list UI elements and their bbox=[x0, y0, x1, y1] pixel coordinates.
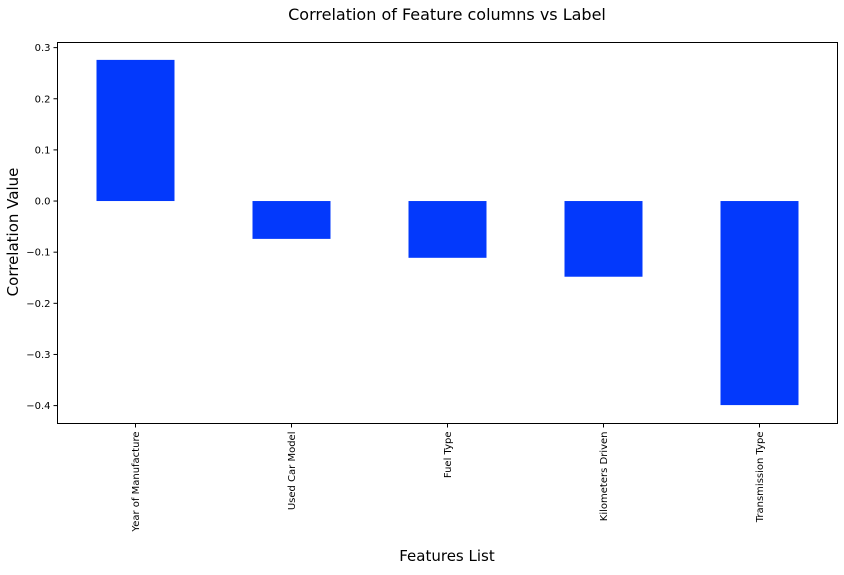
x-tick-label: Transmission Type bbox=[755, 432, 766, 524]
chart-title: Correlation of Feature columns vs Label bbox=[288, 5, 606, 24]
ticks-layer: Year of Manufacture Used Car Model Fuel Ty… bbox=[26, 43, 766, 532]
x-axis-label: Features List bbox=[399, 547, 495, 565]
bar-kilometers-driven bbox=[564, 201, 643, 277]
y-tick-label: 0.3 bbox=[35, 43, 51, 54]
y-axis-label: Correlation Value bbox=[4, 168, 22, 297]
y-tick-label: 0.2 bbox=[35, 94, 51, 105]
x-tick-label: Kilometers Driven bbox=[599, 432, 610, 522]
y-tick-label: −0.4 bbox=[26, 401, 50, 412]
bar-used-car-model bbox=[252, 201, 331, 239]
plot-frame bbox=[57, 42, 838, 424]
y-tick-label: 0.0 bbox=[35, 197, 51, 208]
bars-layer bbox=[96, 59, 799, 406]
y-tick-label: 0.1 bbox=[35, 145, 51, 156]
y-tick-label: −0.2 bbox=[26, 299, 50, 310]
y-tick-label: −0.1 bbox=[26, 248, 50, 259]
x-tick-label: Used Car Model bbox=[287, 432, 298, 511]
bar-year-of-manufacture bbox=[96, 59, 175, 202]
y-tick-label: −0.3 bbox=[26, 350, 50, 361]
bar-fuel-type bbox=[408, 201, 487, 258]
x-tick-label: Year of Manufacture bbox=[131, 432, 142, 533]
x-tick-label: Fuel Type bbox=[443, 432, 454, 479]
bar-transmission-type bbox=[720, 201, 799, 406]
